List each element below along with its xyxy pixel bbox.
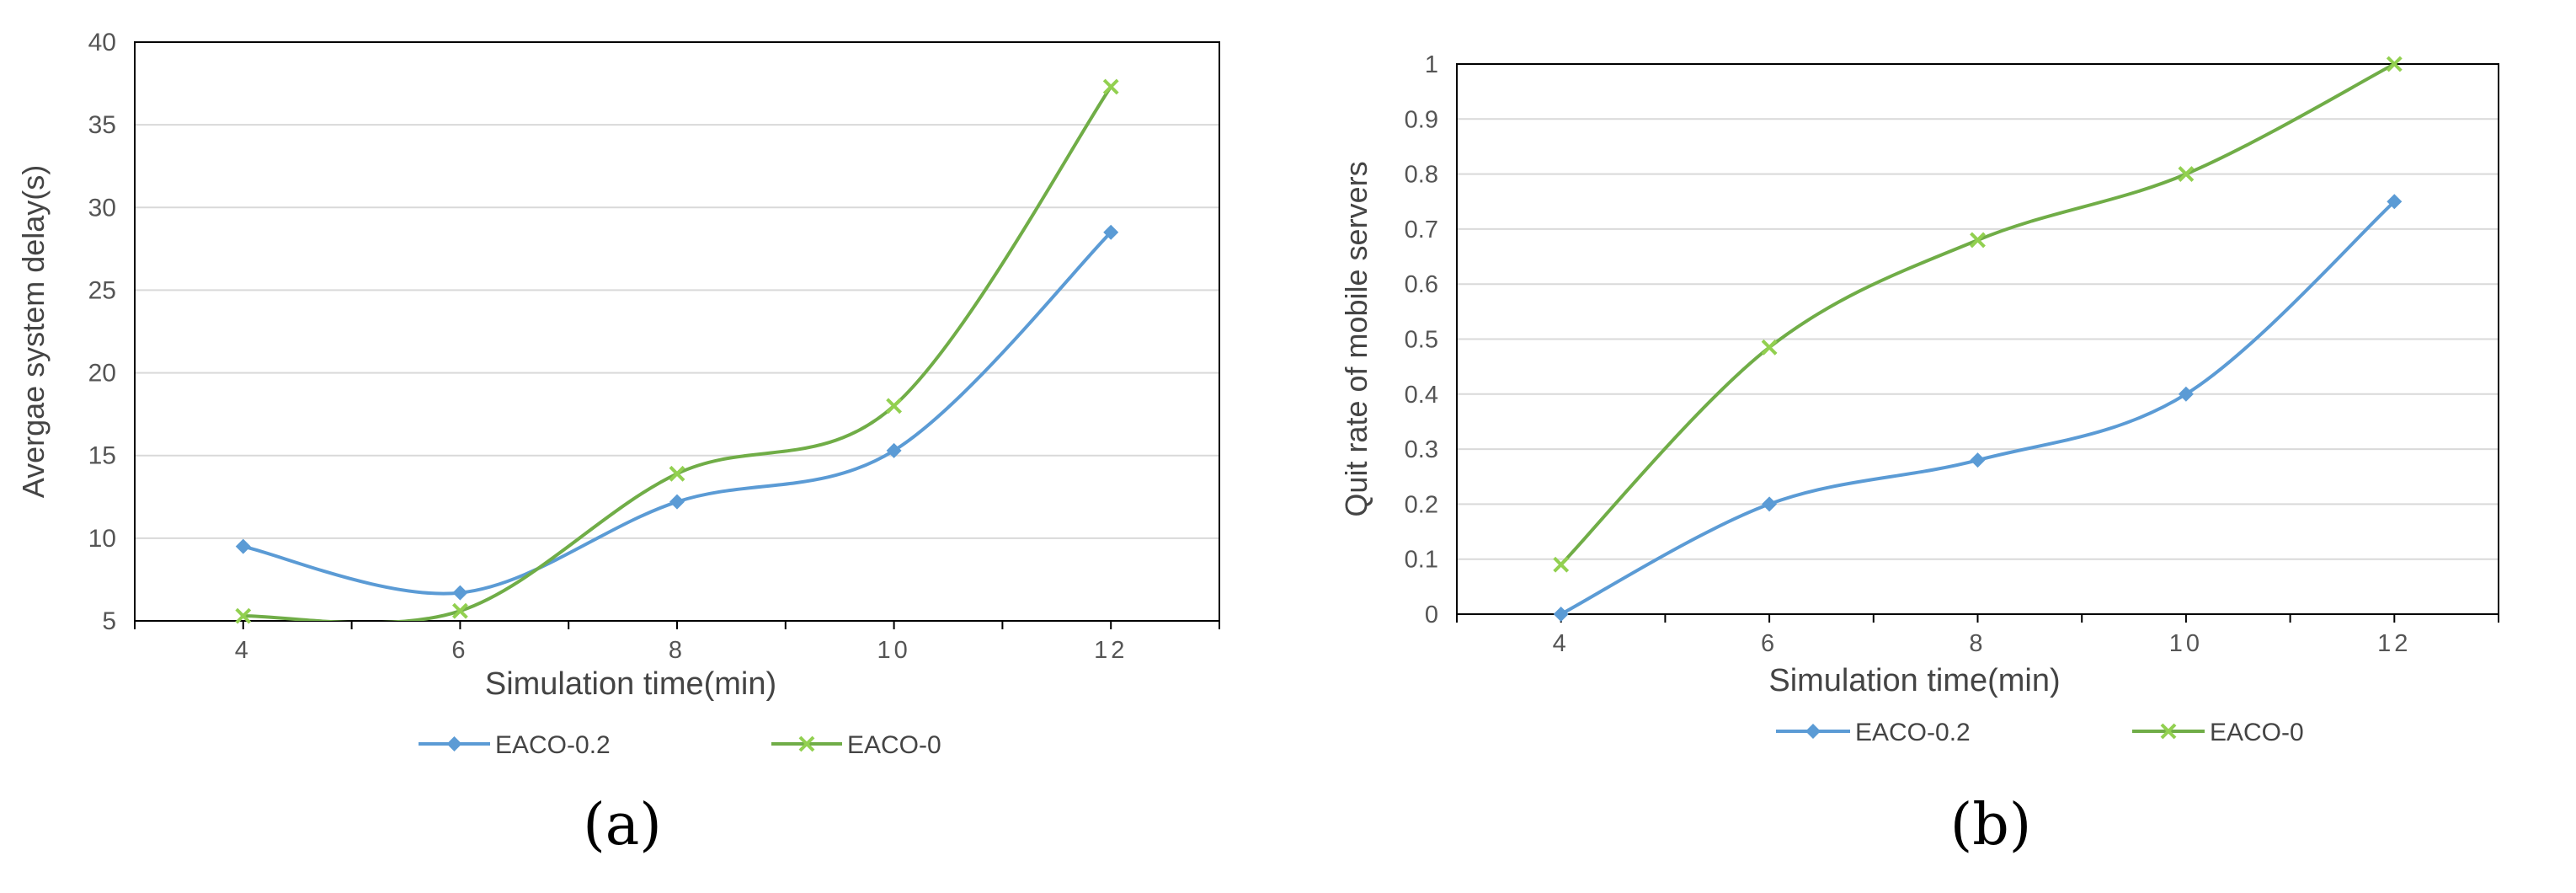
chart-b-data-point bbox=[1761, 339, 1778, 356]
chart-b-y-tick-label: 0.8 bbox=[1405, 162, 1438, 189]
chart-a-x-tick-label: 10 bbox=[877, 637, 910, 664]
chart-a-x-tick-label: 6 bbox=[451, 637, 468, 664]
chart-a-plot-border bbox=[134, 41, 1220, 622]
chart-b-legend: EACO-0.2 EACO-0 bbox=[1776, 719, 2304, 746]
chart-a-legend-marker bbox=[446, 736, 462, 751]
chart-a-legend-marker bbox=[798, 735, 815, 752]
chart-a-data-point bbox=[235, 538, 251, 554]
chart-a-y-tick-label: 25 bbox=[88, 276, 116, 304]
chart-a-legend-label: EACO-0 bbox=[847, 731, 941, 759]
chart-b-y-tick-label: 0.1 bbox=[1405, 547, 1438, 574]
chart-b-y-tick-label: 0.9 bbox=[1405, 106, 1438, 133]
chart-b-data-point bbox=[1970, 452, 1986, 468]
chart-a-data-point bbox=[669, 465, 685, 482]
chart-b-y-tick-label: 1 bbox=[1425, 51, 1438, 78]
chart-a-x-axis-label: Simulation time(min) bbox=[485, 666, 776, 702]
chart-b-x-ticks: 4 6 8 10 12 bbox=[1553, 630, 2411, 657]
chart-a-panel-label: (a) bbox=[583, 792, 662, 858]
chart-a-series-line-1 bbox=[243, 85, 1112, 621]
chart-a-y-axis-label: Avergae system delay(s) bbox=[16, 165, 51, 499]
chart-a-legend-item: EACO-0 bbox=[771, 731, 941, 759]
chart-b-y-tick-label: 0.7 bbox=[1405, 217, 1438, 243]
chart-b-legend-marker bbox=[2160, 723, 2177, 740]
chart-b-data-point bbox=[2387, 194, 2403, 210]
chart-b-x-tick-label: 6 bbox=[1761, 630, 1778, 657]
chart-a-y-tick-label: 5 bbox=[102, 607, 116, 635]
chart-b-data-point bbox=[1553, 607, 1569, 622]
chart-b-data-point bbox=[2178, 166, 2195, 183]
chart-b-data-point bbox=[1762, 496, 1778, 512]
chart-a: 5 10 15 20 25 30 35 40 4 6 8 10 12 Avergae system d… bbox=[16, 29, 1220, 858]
chart-a-data-point bbox=[452, 585, 468, 601]
chart-a-data-point bbox=[669, 494, 685, 510]
chart-b-data-point bbox=[1970, 232, 1986, 249]
chart-b-x-tick-label: 4 bbox=[1553, 630, 1570, 657]
chart-b-y-axis-label: Quit rate of mobile servers bbox=[1339, 161, 1373, 516]
chart-a-x-ticks: 4 6 8 10 12 bbox=[235, 637, 1128, 664]
chart-b-gridlines bbox=[1457, 63, 2499, 615]
chart-a-data-point bbox=[451, 602, 468, 619]
chart-b-data-point bbox=[1553, 556, 1570, 573]
chart-b-data-point bbox=[2178, 386, 2194, 402]
chart-b-panel-label: (b) bbox=[1950, 792, 2032, 858]
chart-b-series bbox=[1553, 56, 2403, 622]
chart-b-x-tick-label: 12 bbox=[2377, 630, 2411, 657]
chart-b-x-tick-label: 10 bbox=[2169, 630, 2203, 657]
chart-a-y-tick-label: 20 bbox=[88, 360, 116, 388]
chart-a-y-tick-label: 15 bbox=[88, 442, 116, 470]
chart-b-y-tick-label: 0.4 bbox=[1405, 382, 1438, 409]
chart-a-y-tick-label: 35 bbox=[88, 111, 116, 139]
chart-a-series-line-0 bbox=[243, 231, 1112, 596]
chart-b-x-axis-label: Simulation time(min) bbox=[1768, 663, 2060, 698]
chart-b-series-line-1 bbox=[1560, 62, 2396, 566]
chart-b-legend-marker bbox=[1805, 724, 1821, 739]
chart-a-y-tick-label: 10 bbox=[88, 525, 116, 553]
chart-a-legend-label: EACO-0.2 bbox=[495, 731, 611, 759]
chart-a-data-point bbox=[886, 442, 902, 458]
chart-a-y-tick-label: 40 bbox=[88, 29, 116, 56]
chart-a-data-point bbox=[886, 398, 903, 414]
chart-a-y-tick-label: 30 bbox=[88, 194, 116, 222]
chart-a-x-tick-label: 12 bbox=[1094, 637, 1128, 664]
chart-b-x-tick-label: 8 bbox=[1969, 630, 1986, 657]
chart-b-legend-label: EACO-0 bbox=[2210, 719, 2304, 746]
chart-b-y-tick-label: 0.5 bbox=[1405, 327, 1438, 354]
chart-a-gridlines bbox=[135, 41, 1219, 622]
chart-a-legend-item: EACO-0.2 bbox=[419, 731, 611, 759]
chart-a-frame bbox=[134, 41, 1220, 629]
chart-a-data-point bbox=[1102, 78, 1119, 95]
chart-b-y-tick-label: 0.6 bbox=[1405, 271, 1438, 298]
chart-b-series-line-0 bbox=[1560, 200, 2396, 614]
chart-b-legend-item: EACO-0.2 bbox=[1776, 719, 1971, 746]
chart-a-data-point bbox=[235, 607, 252, 624]
chart-b-y-tick-label: 0 bbox=[1425, 602, 1438, 628]
chart-a-data-point bbox=[1103, 224, 1119, 240]
chart-b-y-ticks: 0 0.1 0.2 0.3 0.4 0.5 0.6 0.7 0.8 0.9 1 bbox=[1405, 51, 1438, 628]
chart-b-data-point bbox=[2386, 56, 2403, 72]
chart-a-y-ticks: 5 10 15 20 25 30 35 40 bbox=[88, 29, 116, 635]
chart-b-y-tick-label: 0.3 bbox=[1405, 436, 1438, 463]
chart-b-frame bbox=[1456, 63, 2499, 623]
chart-a-x-tick-label: 4 bbox=[235, 637, 252, 664]
chart-a-series bbox=[235, 78, 1119, 624]
chart-b-legend-item: EACO-0 bbox=[2132, 719, 2304, 746]
chart-b: 0 0.1 0.2 0.3 0.4 0.5 0.6 0.7 0.8 0.9 1 4 6 8 10 12 Qu… bbox=[1339, 51, 2499, 858]
chart-a-legend: EACO-0.2 EACO-0 bbox=[419, 731, 941, 759]
chart-b-y-tick-label: 0.2 bbox=[1405, 491, 1438, 518]
chart-a-x-tick-label: 8 bbox=[669, 637, 685, 664]
chart-b-legend-label: EACO-0.2 bbox=[1855, 719, 1971, 746]
